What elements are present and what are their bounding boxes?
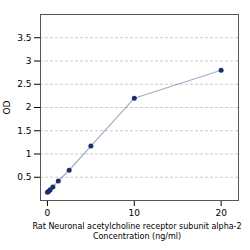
svg-text:2.5: 2.5 [17, 79, 31, 89]
svg-text:3: 3 [26, 56, 32, 66]
svg-text:3.5: 3.5 [17, 33, 31, 43]
svg-text:0.5: 0.5 [17, 172, 31, 182]
svg-text:2: 2 [26, 102, 32, 112]
svg-text:10: 10 [129, 208, 141, 218]
svg-text:1: 1 [26, 149, 32, 159]
svg-text:0: 0 [45, 208, 51, 218]
svg-text:20: 20 [215, 208, 227, 218]
html-text:Rat Neuronal acetylcholine rec: Rat Neuronal acetylcholine receptor subu… [32, 222, 242, 241]
svg-text:1.5: 1.5 [17, 126, 31, 136]
svg-text:OD: OD [2, 100, 12, 114]
